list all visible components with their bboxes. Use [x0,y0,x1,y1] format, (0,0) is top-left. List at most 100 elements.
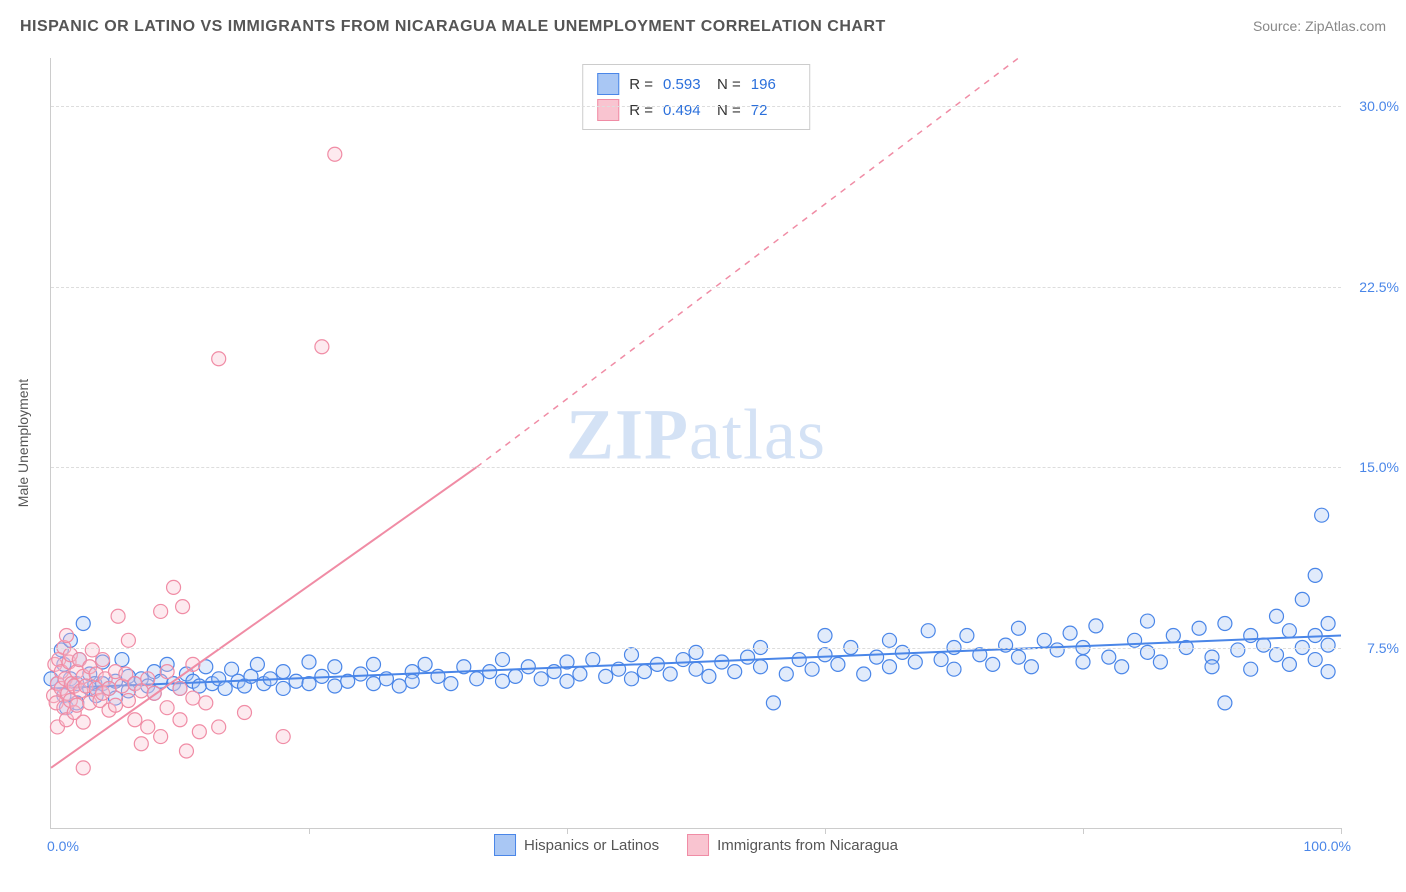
x-min-label: 0.0% [47,838,79,854]
data-point [1102,650,1116,664]
data-point [212,720,226,734]
data-point [176,600,190,614]
data-point [818,648,832,662]
data-point [212,352,226,366]
data-point [76,761,90,775]
data-point [470,672,484,686]
y-tick-label: 15.0% [1349,459,1399,475]
data-point [1321,638,1335,652]
data-point [102,681,116,695]
data-point [1308,653,1322,667]
data-point [218,681,232,695]
stats-legend: R = 0.593 N = 196 R = 0.494 N = 72 [582,64,810,130]
data-point [392,679,406,693]
data-point [1153,655,1167,669]
y-tick-label: 30.0% [1349,98,1399,114]
plot-area: Male Unemployment ZIPatlas R = 0.593 N =… [50,58,1341,829]
data-point [354,667,368,681]
y-tick-label: 22.5% [1349,279,1399,295]
data-point [663,667,677,681]
data-point [1205,660,1219,674]
data-point [741,650,755,664]
trend-line [51,636,1341,689]
data-point [76,616,90,630]
n-value-nica: 72 [751,102,795,119]
data-point [141,672,155,686]
legend-label-hisp: Hispanics or Latinos [524,837,659,854]
n-label-2: N = [717,102,741,119]
n-label: N = [717,76,741,93]
data-point [689,662,703,676]
stats-row-hisp: R = 0.593 N = 196 [597,71,795,97]
y-axis-title: Male Unemployment [15,379,31,507]
data-point [276,665,290,679]
data-point [405,674,419,688]
swatch-hisp-icon [494,834,516,856]
data-point [883,660,897,674]
data-point [289,674,303,688]
data-point [1321,616,1335,630]
data-point [1050,643,1064,657]
data-point [702,669,716,683]
r-value-hisp: 0.593 [663,76,707,93]
data-point [625,648,639,662]
data-point [1024,660,1038,674]
data-point [367,657,381,671]
data-point [444,677,458,691]
data-point [276,681,290,695]
data-point [805,662,819,676]
legend-item-nica: Immigrants from Nicaragua [687,834,898,856]
data-point [560,674,574,688]
r-label-2: R = [629,102,653,119]
data-point [154,730,168,744]
data-point [908,655,922,669]
chart-title: HISPANIC OR LATINO VS IMMIGRANTS FROM NI… [20,18,886,36]
data-point [496,653,510,667]
source-label: Source: ZipAtlas.com [1253,18,1386,34]
data-point [96,653,110,667]
data-point [947,662,961,676]
data-point [160,701,174,715]
x-max-label: 100.0% [1304,838,1351,854]
data-point [1063,626,1077,640]
data-point [199,696,213,710]
data-point [276,730,290,744]
data-point [1128,633,1142,647]
data-point [1270,648,1284,662]
data-point [779,667,793,681]
data-point [1115,660,1129,674]
r-label: R = [629,76,653,93]
swatch-nica-icon [687,834,709,856]
data-point [728,665,742,679]
data-point [599,669,613,683]
data-point [1315,508,1329,522]
data-point [1076,655,1090,669]
data-point [76,715,90,729]
data-point [625,672,639,686]
data-point [676,653,690,667]
data-point [1257,638,1271,652]
data-point [1166,629,1180,643]
data-point [883,633,897,647]
data-point [1282,624,1296,638]
swatch-nica [597,99,619,121]
data-point [857,667,871,681]
data-point [121,633,135,647]
data-point [1321,665,1335,679]
data-point [128,713,142,727]
r-value-nica: 0.494 [663,102,707,119]
data-point [173,713,187,727]
data-point [59,629,73,643]
legend-item-hisp: Hispanics or Latinos [494,834,659,856]
data-point [238,706,252,720]
data-point [109,698,123,712]
y-tick-label: 7.5% [1349,640,1399,656]
data-point [167,580,181,594]
data-point [418,657,432,671]
data-point [534,672,548,686]
data-point [111,609,125,623]
data-point [141,720,155,734]
data-point [250,657,264,671]
data-point [315,340,329,354]
data-point [1037,633,1051,647]
